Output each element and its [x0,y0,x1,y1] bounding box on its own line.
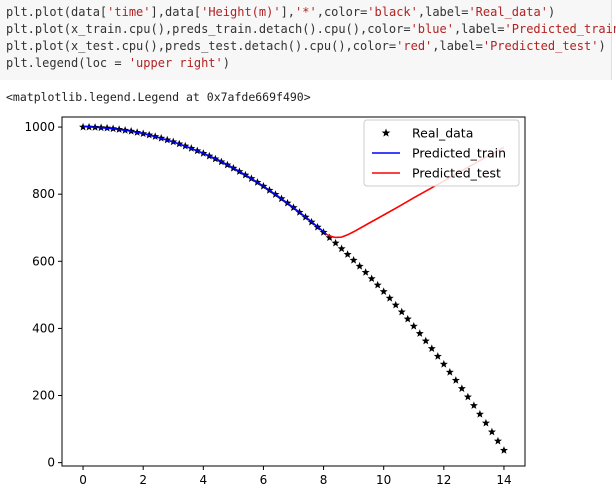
legend: Real_data Predicted_train Predicted_test [363,119,520,187]
data-point-star [331,238,340,247]
code-string: 'time' [107,5,151,19]
x-axis: 0 2 4 6 8 10 12 14 [79,466,512,487]
code-string: 'black' [367,5,418,19]
data-point-star [457,384,466,392]
series-layer [79,122,508,454]
code-token: ,color= [316,5,368,19]
data-point-star [385,294,394,302]
code-token: ],data[ [150,5,202,19]
code-token: ,label= [453,22,505,36]
legend-marker-star [381,128,391,137]
code-line-2: plt.plot(x_train.cpu(),preds_train.detac… [6,21,616,38]
data-point-star [481,418,490,427]
code-token: ,label= [432,39,483,53]
data-point-star [325,233,334,242]
data-point-star [499,446,508,454]
data-point-star [433,352,442,360]
code-token: plt.plot(x_train.cpu(),preds_train.detac… [6,22,411,36]
data-point-star [469,401,478,409]
code-token: ) [598,39,606,53]
x-tick-label: 14 [496,473,511,487]
legend-label: Real_data [412,126,473,141]
data-point-star [355,262,364,270]
output-repr: <matplotlib.legend.Legend at 0x7afde669f… [6,90,311,104]
legend-label: Predicted_train [412,146,506,161]
code-token: ) [547,5,556,19]
code-line-4: plt.legend(loc = 'upper right') [6,55,611,72]
y-tick-label: 400 [32,321,55,335]
data-point-star [361,268,370,276]
data-point-star [349,256,358,264]
code-string: 'Height(m)' [201,5,281,19]
x-tick-label: 2 [139,473,147,487]
data-point-star [421,336,430,345]
x-tick-label: 6 [260,473,268,487]
data-point-star [493,436,502,445]
code-token: ) [222,56,230,70]
data-point-star [409,322,418,330]
line-chart: 0 2 4 6 8 10 12 14 0 200 400 600 800 1000 Real_data P… [24,116,526,487]
code-token: ], [280,5,296,19]
data-point-star [343,250,352,258]
data-point-star [451,376,460,384]
y-tick-label: 800 [32,187,55,201]
code-string: '*' [295,5,317,19]
data-point-star [445,367,454,376]
data-point-star [403,314,412,323]
data-point-star [415,329,424,337]
data-point-star [373,280,382,289]
series-line-predicted-train [82,125,328,236]
code-token: ,label= [417,5,469,19]
code-string: 'upper right' [128,56,223,70]
data-point-star [439,359,448,368]
y-tick-label: 600 [32,254,55,268]
code-cell[interactable]: plt.plot(data['time'],data['Height(m)'],… [0,0,616,80]
code-string: 'red' [396,39,433,53]
code-line-3: plt.plot(x_test.cpu(),preds_test.detach(… [6,38,611,55]
code-token: plt.legend(loc = [6,56,129,70]
x-tick-label: 4 [199,473,207,487]
code-string: 'blue' [410,22,454,36]
code-token: plt.plot(x_test.cpu(),preds_test.detach(… [6,39,397,53]
data-point-star [367,274,376,283]
data-point-star [337,244,346,253]
y-tick-label: 1000 [24,120,55,134]
data-point-star [475,410,484,418]
data-point-star [391,300,400,309]
y-tick-label: 200 [32,389,55,403]
code-line-1: plt.plot(data['time'],data['Height(m)'],… [6,4,611,21]
x-tick-label: 12 [436,473,451,487]
data-point-star [427,344,436,352]
y-axis: 0 200 400 600 800 1000 [24,120,62,470]
y-tick-label: 0 [47,456,55,470]
code-string: 'Predicted_test' [482,39,599,53]
axes-frame [61,116,526,467]
code-string: 'Predicted_train' [504,22,616,36]
x-tick-label: 10 [376,473,391,487]
code-token: plt.plot(data[ [6,5,108,19]
data-point-star [487,427,496,436]
legend-box [363,119,520,187]
legend-label: Predicted_test [412,166,501,181]
data-point-star [397,307,406,316]
code-string: 'Real_data' [468,5,548,19]
data-point-star [463,392,472,401]
x-tick-label: 0 [79,473,87,487]
data-point-star [379,287,388,295]
x-tick-label: 8 [320,473,328,487]
